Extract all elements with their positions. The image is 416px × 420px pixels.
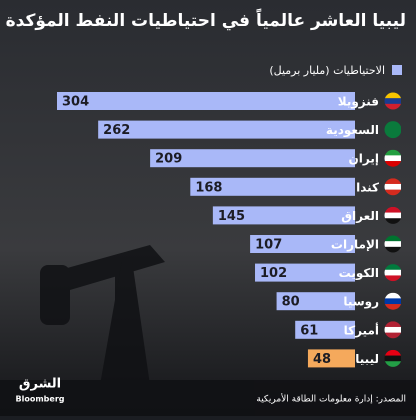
- flag-stripe: [384, 326, 401, 333]
- flag-stripe: [384, 349, 401, 356]
- bar: [98, 120, 355, 139]
- bar: [295, 320, 355, 339]
- category-label: العراق: [341, 209, 379, 223]
- flag-stripe: [384, 321, 401, 328]
- flag-stripe: [384, 246, 401, 253]
- category-label: ليبيا: [355, 352, 379, 366]
- flag-stripe: [384, 292, 401, 299]
- legend-swatch: [392, 65, 402, 75]
- flag: [384, 121, 401, 139]
- flag-stripe: [384, 241, 401, 248]
- value-label: 61: [300, 323, 318, 338]
- flag-stripe: [384, 206, 401, 213]
- flag-stripe: [384, 332, 401, 339]
- flag-stripe: [384, 189, 401, 196]
- flag-stripe: [384, 275, 401, 282]
- flag-stripe: [384, 218, 401, 224]
- flag: [384, 92, 401, 110]
- bar: [57, 92, 355, 110]
- flag-stripe: [384, 235, 401, 242]
- category-label: إيران: [349, 152, 379, 166]
- source: المصدر: إدارة معلومات الطاقة الأمريكية: [256, 393, 406, 405]
- flag-stripe: [384, 264, 401, 271]
- flag: [384, 349, 401, 367]
- value-label: 145: [218, 209, 245, 224]
- chart-title: ليبيا العاشر عالمياً في احتياطيات النفط …: [6, 7, 406, 31]
- value-label: 304: [62, 95, 89, 110]
- category-label: كندا: [356, 180, 379, 194]
- bar: [307, 349, 355, 368]
- bar: [276, 292, 355, 311]
- flag-stripe: [384, 92, 401, 99]
- bar: [255, 263, 355, 282]
- category-label: أميركا: [344, 322, 379, 337]
- flag: [384, 178, 401, 196]
- flag-stripe: [384, 298, 401, 305]
- flag-stripe: [384, 212, 401, 219]
- value-label: 262: [103, 123, 130, 138]
- flag-stripe: [384, 178, 401, 185]
- category-label: فنزويلا: [338, 95, 379, 110]
- flag-stripe: [384, 155, 401, 162]
- logo: Bloomberg: [16, 395, 65, 404]
- pumpjack-silhouette: [0, 245, 416, 416]
- category-label: السعودية: [326, 123, 379, 138]
- flag-stripe: [384, 98, 401, 105]
- flag: [384, 292, 401, 310]
- flag: [384, 264, 401, 282]
- flag-stripe: [384, 304, 401, 310]
- bar: [150, 149, 355, 168]
- category-label: الكويت: [339, 266, 379, 281]
- flag-stripe: [384, 183, 401, 190]
- flag: [384, 206, 401, 224]
- flag: [384, 149, 401, 167]
- legend-label: الاحتياطيات (مليار برميل): [269, 64, 385, 77]
- value-label: 102: [260, 266, 287, 281]
- flag-stripe: [384, 149, 401, 156]
- logo: الشرق: [19, 377, 61, 392]
- value-label: 80: [282, 295, 300, 310]
- flag-stripe: [384, 103, 401, 110]
- flag-stripe: [384, 132, 401, 139]
- flag: [384, 235, 401, 253]
- flag: [384, 321, 401, 339]
- value-label: 168: [195, 180, 222, 195]
- category-label: روسيا: [343, 295, 379, 310]
- value-label: 209: [155, 152, 182, 167]
- flag-stripe: [384, 121, 401, 128]
- flag-stripe: [384, 355, 401, 362]
- bar: [250, 235, 355, 253]
- flag-stripe: [384, 361, 401, 367]
- category-label: الإمارات: [331, 238, 379, 252]
- value-label: 48: [313, 352, 331, 367]
- flag-stripe: [384, 161, 401, 167]
- bar: [190, 177, 355, 196]
- value-label: 107: [255, 238, 282, 253]
- bar: [212, 206, 355, 225]
- flag-stripe: [384, 269, 401, 276]
- flag-stripe: [384, 126, 401, 133]
